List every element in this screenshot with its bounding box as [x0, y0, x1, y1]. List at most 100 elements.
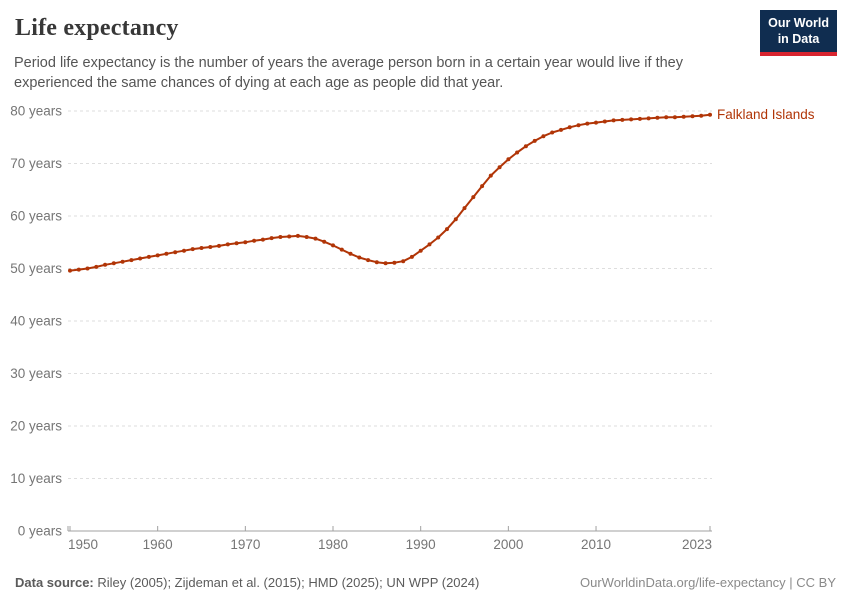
- data-point[interactable]: [155, 253, 160, 258]
- data-point[interactable]: [208, 245, 213, 249]
- data-point[interactable]: [576, 123, 581, 128]
- data-point[interactable]: [550, 130, 555, 135]
- data-point[interactable]: [357, 255, 362, 260]
- y-axis-tick-label: 80 years: [10, 104, 62, 119]
- chart-footer: Data source: Riley (2005); Zijdeman et a…: [15, 575, 836, 590]
- y-axis-tick-label: 30 years: [10, 366, 62, 381]
- data-point[interactable]: [690, 114, 695, 119]
- data-point[interactable]: [523, 144, 528, 149]
- owid-logo-line2: in Data: [777, 32, 820, 47]
- data-point[interactable]: [225, 242, 230, 247]
- data-point[interactable]: [287, 234, 292, 239]
- data-point[interactable]: [278, 235, 283, 239]
- data-point[interactable]: [146, 254, 151, 259]
- y-axis-tick-label: 60 years: [10, 209, 62, 224]
- data-point[interactable]: [313, 236, 318, 241]
- x-axis-tick-label: 1990: [406, 537, 436, 552]
- data-point[interactable]: [418, 248, 423, 253]
- data-point[interactable]: [217, 243, 221, 248]
- y-axis-tick-label: 40 years: [10, 314, 62, 329]
- data-point[interactable]: [480, 184, 485, 189]
- data-point[interactable]: [339, 247, 344, 252]
- data-point[interactable]: [383, 261, 388, 266]
- data-point[interactable]: [445, 227, 449, 232]
- data-point[interactable]: [243, 240, 248, 245]
- data-point[interactable]: [708, 112, 712, 117]
- data-point[interactable]: [646, 116, 651, 121]
- data-point[interactable]: [611, 118, 616, 123]
- data-point[interactable]: [331, 243, 335, 248]
- x-axis-tick-label: 2023: [682, 537, 712, 552]
- data-point[interactable]: [620, 117, 625, 122]
- data-line[interactable]: [69, 113, 711, 272]
- x-axis-tick-label: 1950: [68, 537, 98, 552]
- data-point[interactable]: [436, 235, 441, 240]
- data-point[interactable]: [409, 254, 414, 259]
- data-point[interactable]: [111, 261, 116, 266]
- data-point[interactable]: [602, 119, 607, 124]
- data-point[interactable]: [629, 117, 634, 122]
- x-axis-tick-label: 2010: [581, 537, 611, 552]
- data-point[interactable]: [401, 259, 406, 264]
- data-point[interactable]: [348, 251, 353, 256]
- data-point[interactable]: [164, 251, 169, 256]
- data-point[interactable]: [68, 268, 72, 273]
- data-point[interactable]: [559, 127, 563, 132]
- data-point[interactable]: [672, 115, 677, 120]
- data-point[interactable]: [173, 250, 178, 255]
- data-point[interactable]: [374, 260, 379, 265]
- data-point[interactable]: [182, 248, 186, 253]
- data-point[interactable]: [103, 262, 108, 267]
- x-axis-tick-label: 2000: [493, 537, 523, 552]
- data-point[interactable]: [699, 113, 704, 118]
- data-point[interactable]: [76, 267, 81, 272]
- data-point[interactable]: [506, 157, 511, 162]
- data-point[interactable]: [190, 247, 195, 252]
- data-source-text: Riley (2005); Zijdeman et al. (2015); HM…: [93, 575, 480, 590]
- series-label[interactable]: Falkland Islands: [717, 107, 815, 122]
- data-point[interactable]: [304, 235, 309, 239]
- data-point[interactable]: [585, 121, 590, 126]
- data-point[interactable]: [260, 237, 265, 242]
- data-point[interactable]: [488, 173, 493, 178]
- page-title: Life expectancy: [15, 15, 179, 41]
- data-point[interactable]: [199, 246, 204, 250]
- chart-subtitle: Period life expectancy is the number of …: [14, 55, 683, 92]
- data-point[interactable]: [427, 242, 432, 247]
- data-point[interactable]: [392, 260, 397, 265]
- data-point[interactable]: [637, 116, 642, 121]
- data-point[interactable]: [295, 233, 300, 238]
- data-point[interactable]: [541, 134, 546, 139]
- data-point[interactable]: [567, 125, 572, 130]
- data-point[interactable]: [594, 120, 598, 125]
- data-point[interactable]: [655, 115, 660, 120]
- data-point[interactable]: [129, 258, 134, 263]
- data-source-note: Data source: Riley (2005); Zijdeman et a…: [15, 575, 479, 590]
- data-point[interactable]: [269, 236, 274, 241]
- data-point[interactable]: [515, 150, 520, 155]
- data-point[interactable]: [322, 239, 327, 244]
- owid-logo[interactable]: Our World in Data: [760, 10, 837, 56]
- data-point[interactable]: [234, 241, 239, 246]
- data-point[interactable]: [664, 115, 669, 120]
- credit-link[interactable]: OurWorldinData.org/life-expectancy | CC …: [579, 575, 836, 590]
- data-point[interactable]: [252, 238, 257, 243]
- data-point[interactable]: [94, 264, 99, 269]
- x-axis-tick-label: 1960: [143, 537, 173, 552]
- data-point[interactable]: [681, 114, 686, 119]
- data-point[interactable]: [120, 259, 125, 264]
- x-axis-tick-label: 1980: [318, 537, 348, 552]
- data-point[interactable]: [453, 217, 458, 222]
- data-point[interactable]: [497, 165, 502, 170]
- data-point[interactable]: [366, 258, 371, 263]
- data-point[interactable]: [138, 256, 143, 261]
- data-point[interactable]: [85, 266, 90, 271]
- data-point[interactable]: [532, 138, 537, 143]
- data-point[interactable]: [462, 206, 467, 211]
- data-point[interactable]: [471, 195, 476, 200]
- y-axis-tick-label: 20 years: [10, 419, 62, 434]
- data-source-label: Data source:: [15, 575, 94, 590]
- y-axis-tick-label: 50 years: [10, 261, 62, 276]
